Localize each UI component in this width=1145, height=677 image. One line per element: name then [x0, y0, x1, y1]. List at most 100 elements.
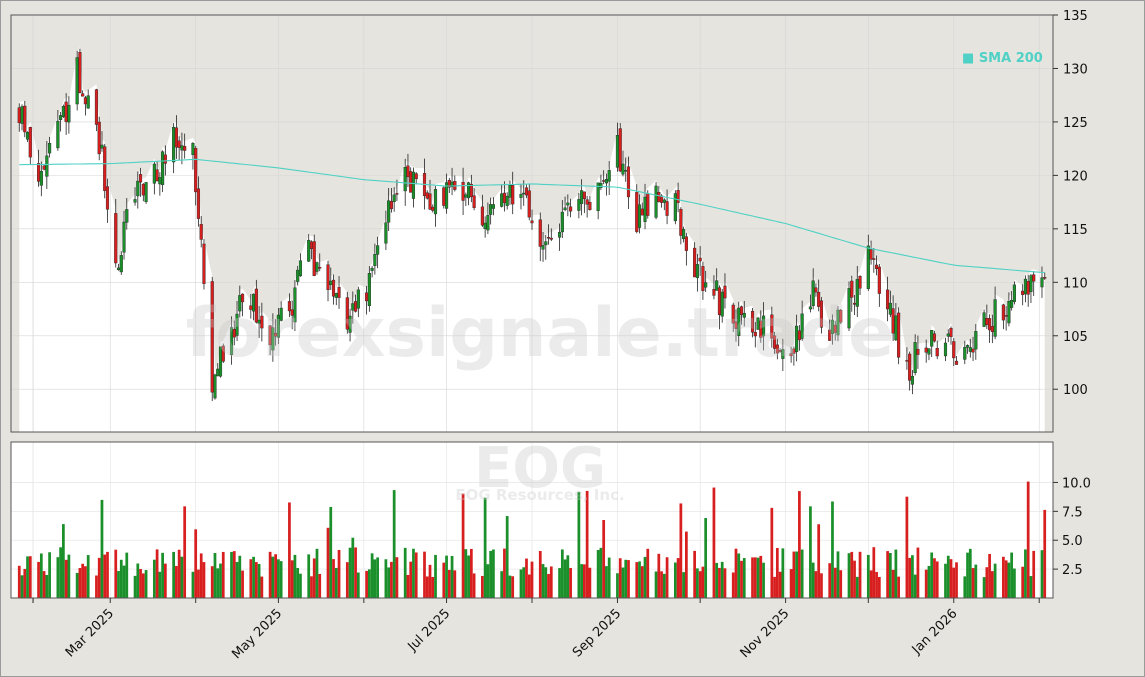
volume-bar — [549, 566, 553, 598]
candle-body — [141, 183, 145, 196]
candle-body — [789, 353, 793, 357]
candle-body — [172, 126, 176, 163]
candle-body — [946, 333, 950, 337]
candle-body — [1021, 290, 1025, 295]
volume-bar — [905, 496, 909, 598]
candle-body — [307, 239, 311, 262]
volume-bar — [891, 569, 895, 598]
candle-body — [296, 269, 300, 282]
volume-bar — [158, 571, 162, 598]
candle-body — [949, 328, 953, 337]
candle-body — [982, 312, 986, 327]
candle-body — [924, 347, 928, 353]
volume-bar — [944, 563, 947, 598]
candle-body — [138, 174, 143, 183]
candle-body — [577, 199, 581, 211]
candle-body — [974, 331, 978, 350]
candle-body — [23, 105, 27, 133]
volume-bar — [795, 551, 798, 598]
volume-bar — [119, 559, 123, 598]
volume-bar — [643, 556, 647, 598]
volume-bar — [693, 550, 696, 598]
volume-bar — [230, 551, 233, 598]
volume-bar — [696, 568, 699, 598]
volume-bar — [48, 552, 51, 598]
volume-bar — [1026, 481, 1030, 598]
volume-bar — [348, 547, 352, 598]
candle-body — [309, 241, 314, 249]
candle-body — [908, 353, 912, 381]
candle-body — [483, 222, 487, 229]
volume-bar — [817, 524, 821, 598]
candle-body — [202, 243, 206, 284]
candle-body — [48, 142, 52, 154]
candle-body — [800, 313, 804, 339]
candle-body — [100, 144, 104, 149]
volume-bar — [403, 547, 407, 598]
volume-bar — [985, 567, 989, 598]
candle-body — [103, 146, 107, 191]
volume-bar — [175, 566, 178, 598]
candle-body — [271, 327, 275, 351]
volume-bar — [734, 548, 738, 598]
volume-bar — [62, 524, 65, 598]
candle-body — [894, 315, 898, 341]
candle-body — [83, 97, 87, 105]
volume-bar — [42, 571, 46, 598]
candle-body — [25, 132, 30, 140]
volume-bar — [955, 562, 958, 598]
volume-bar — [605, 566, 608, 598]
volume-bar — [453, 570, 457, 598]
volume-bar — [412, 548, 415, 598]
candle-body — [877, 266, 881, 294]
candle-body — [866, 245, 870, 289]
volume-bar — [260, 576, 264, 598]
volume-bar — [464, 549, 468, 598]
candle-body — [952, 341, 956, 359]
volume-bar — [742, 558, 746, 598]
candle-body — [1001, 304, 1005, 321]
candle-body — [737, 307, 741, 336]
candle-body — [814, 287, 818, 293]
volume-bar — [527, 574, 531, 598]
volume-bar — [924, 569, 928, 598]
candle-body — [442, 187, 446, 206]
volume-bar — [75, 572, 79, 598]
volume-bar — [850, 551, 854, 598]
volume-bar — [213, 552, 217, 598]
volume-panel — [11, 442, 1053, 598]
candle-body — [720, 291, 724, 317]
candle-body — [505, 195, 509, 206]
volume-bar — [117, 570, 120, 598]
candle-body — [356, 289, 360, 309]
volume-bar — [354, 547, 357, 598]
candle-body — [81, 93, 85, 97]
candle-body — [662, 199, 666, 203]
candle-body — [676, 190, 680, 203]
candle-body — [530, 220, 534, 224]
candle-body — [819, 300, 824, 328]
candle-body — [56, 120, 60, 149]
candle-body — [196, 188, 201, 219]
volume-bar — [660, 571, 663, 598]
volume-tick-label: 2.5 — [1062, 563, 1083, 578]
candle-body — [199, 224, 203, 240]
volume-bar — [23, 568, 27, 598]
volume-bar — [635, 562, 639, 598]
volume-bar — [789, 569, 793, 598]
volume-bar — [966, 552, 969, 598]
volume-bar — [1029, 576, 1033, 598]
candle-body — [1026, 280, 1030, 295]
volume-bar — [1004, 560, 1008, 598]
volume-bar — [373, 559, 377, 598]
candle-body — [739, 306, 744, 315]
candle-body — [163, 154, 167, 164]
volume-bar — [1021, 566, 1025, 598]
candle-body — [695, 264, 699, 279]
volume-bar — [558, 568, 561, 598]
volume-bar — [657, 553, 661, 598]
candle-body — [464, 194, 468, 198]
volume-bar — [547, 573, 550, 598]
candle-body — [839, 309, 843, 323]
volume-bar — [97, 557, 101, 598]
